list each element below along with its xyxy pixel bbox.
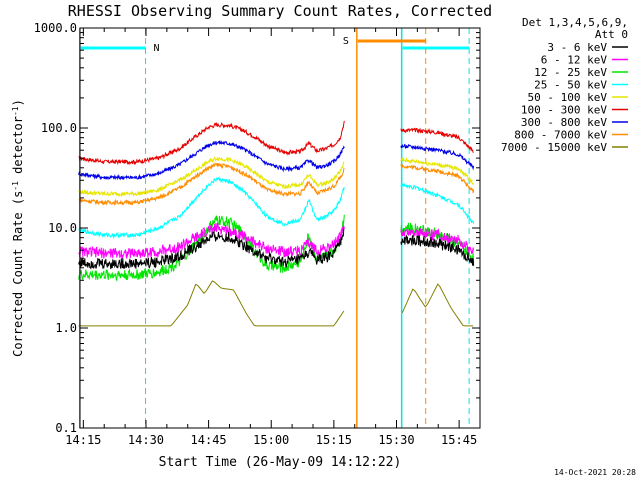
y-axis-label-sup2: -1 bbox=[11, 106, 20, 116]
x-tick-label: 14:45 bbox=[191, 433, 227, 447]
legend-entry: 100 - 300 keV bbox=[521, 104, 628, 117]
legend-entry: 3 - 6 keV bbox=[547, 41, 628, 54]
series-path bbox=[400, 156, 475, 186]
legend-label: 50 - 100 keV bbox=[528, 91, 608, 104]
series-6-12-kev bbox=[78, 222, 475, 259]
y-tick-label: 1000.0 bbox=[34, 21, 77, 35]
series-path bbox=[401, 283, 474, 327]
night-label: N bbox=[154, 43, 160, 54]
legend-entry: 50 - 100 keV bbox=[528, 91, 628, 104]
attenuator-state: Att 0 bbox=[595, 28, 628, 41]
legend-entry: 6 - 12 keV bbox=[541, 54, 628, 67]
chart-title: RHESSI Observing Summary Count Rates, Co… bbox=[68, 2, 492, 20]
legend-label: 800 - 7000 keV bbox=[514, 129, 607, 142]
x-tick-label: 15:30 bbox=[378, 433, 414, 447]
legend-label: 100 - 300 keV bbox=[521, 104, 607, 117]
series-path bbox=[78, 176, 345, 239]
series-path bbox=[400, 227, 475, 254]
legend-entry: 300 - 800 keV bbox=[521, 116, 628, 129]
detector-list: Det 1,3,4,5,6,9, bbox=[522, 16, 628, 29]
series-path bbox=[78, 222, 345, 259]
y-axis-label-main: Corrected Count Rate (s bbox=[11, 191, 25, 357]
y-axis-label: Corrected Count Rate (s-1 detector-1) bbox=[11, 99, 25, 357]
series-800-7000-kev bbox=[78, 161, 475, 206]
legend-label: 25 - 50 keV bbox=[534, 79, 607, 92]
series-path bbox=[78, 280, 345, 327]
series-path bbox=[400, 163, 475, 194]
legend-label: 3 - 6 keV bbox=[547, 41, 607, 54]
x-tick-label: 15:45 bbox=[441, 433, 477, 447]
x-tick-label: 14:30 bbox=[128, 433, 164, 447]
legend-label: 300 - 800 keV bbox=[521, 116, 607, 129]
x-tick-label: 15:00 bbox=[253, 433, 289, 447]
series-path bbox=[78, 139, 345, 181]
series-3-6-kev bbox=[78, 228, 475, 270]
detector-info: Det 1,3,4,5,6,9, Att 0 bbox=[522, 16, 628, 41]
y-axis-label-end: ) bbox=[11, 99, 25, 106]
x-tick-label: 14:15 bbox=[65, 433, 101, 447]
y-axis-label-mid: detector bbox=[11, 116, 25, 181]
series-100-300-kev bbox=[78, 120, 474, 166]
generation-date: 14-Oct-2021 20:28 bbox=[554, 468, 636, 477]
legend-label: 12 - 25 keV bbox=[534, 66, 607, 79]
legend-label: 6 - 12 keV bbox=[541, 54, 608, 67]
y-tick-label: 100.0 bbox=[41, 121, 77, 135]
series-7000-15000-kev bbox=[78, 280, 474, 327]
x-axis-label: Start Time (26-May-09 14:12:22) bbox=[159, 455, 402, 470]
series-path bbox=[78, 120, 345, 166]
saa-label: S bbox=[343, 36, 349, 47]
y-tick-label: 0.1 bbox=[55, 421, 77, 435]
y-tick-label: 1.0 bbox=[55, 321, 77, 335]
series-path bbox=[78, 161, 345, 206]
series-path bbox=[400, 234, 475, 266]
legend-entry: 800 - 7000 keV bbox=[514, 129, 628, 142]
x-tick-label: 15:15 bbox=[316, 433, 352, 447]
legend-entry: 7000 - 15000 keV bbox=[501, 141, 628, 154]
series-50-100-kev bbox=[78, 155, 475, 198]
series-path bbox=[400, 143, 475, 171]
plot-frame-bg bbox=[80, 28, 480, 428]
plot-area bbox=[80, 28, 480, 428]
legend-label: 7000 - 15000 keV bbox=[501, 141, 607, 154]
legend-entry: 25 - 50 keV bbox=[534, 79, 628, 92]
series-path bbox=[78, 155, 345, 198]
series-path bbox=[400, 182, 475, 224]
axes: 0.1 1.0 10.0 100.0 1000.0 14:15 14:30 14:45 15:0… bbox=[34, 21, 481, 447]
y-axis-label-sup1: -1 bbox=[11, 181, 20, 191]
series-25-50-kev bbox=[78, 176, 475, 239]
series-path bbox=[400, 127, 474, 153]
series-layer bbox=[78, 120, 475, 327]
legend-entry: 12 - 25 keV bbox=[534, 66, 628, 79]
y-tick-label: 10.0 bbox=[48, 221, 77, 235]
series-path bbox=[78, 228, 345, 270]
series-300-800-kev bbox=[78, 139, 475, 181]
